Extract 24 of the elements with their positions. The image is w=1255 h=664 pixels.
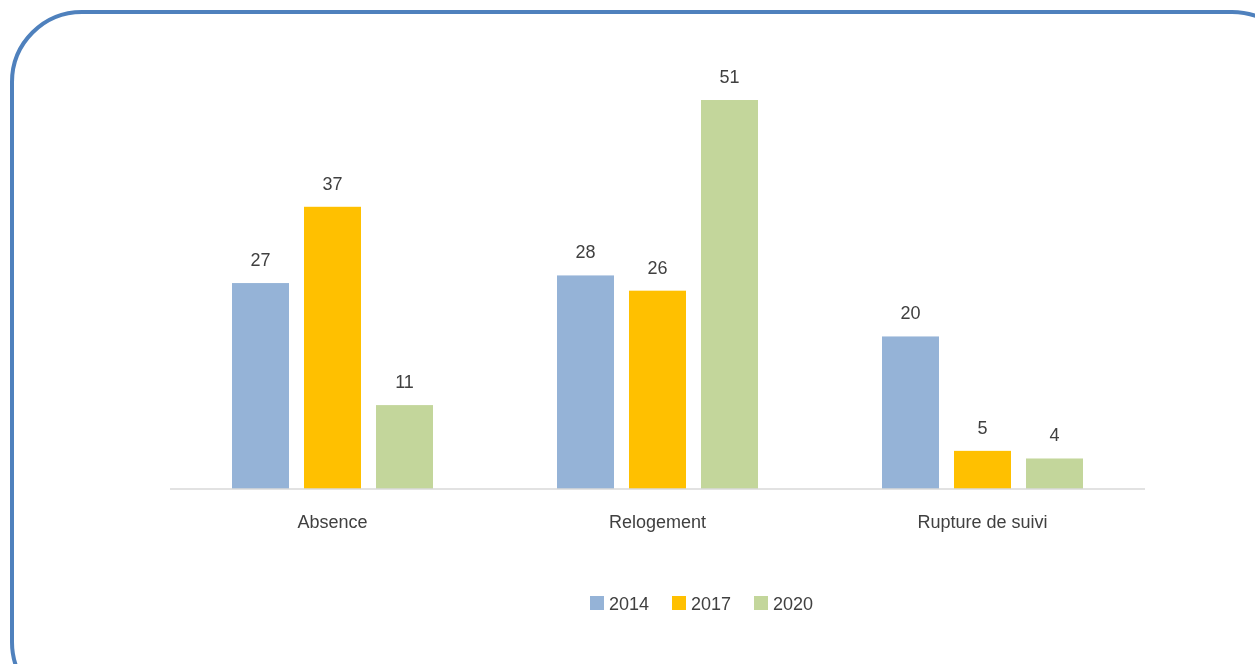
data-label: 51 <box>719 67 740 87</box>
data-label: 5 <box>977 417 988 438</box>
bar <box>557 275 614 489</box>
data-label: 11 <box>395 372 414 393</box>
data-label: 26 <box>647 257 668 278</box>
bar <box>701 100 758 489</box>
x-tick-label: Rupture de suivi <box>917 512 1048 532</box>
data-label: 4 <box>1049 425 1060 446</box>
x-tick-label: Relogement <box>608 512 707 532</box>
bar <box>954 450 1011 489</box>
legend-label: 2014 <box>609 594 650 614</box>
x-tick-label: Absence <box>297 512 368 532</box>
bar <box>376 405 433 489</box>
data-label: 28 <box>575 242 596 263</box>
bar <box>1026 458 1083 489</box>
bar <box>882 336 939 489</box>
bar <box>629 290 686 489</box>
data-label: 37 <box>322 173 343 194</box>
legend-label: 2017 <box>691 594 732 614</box>
bar <box>304 206 361 489</box>
data-label: 20 <box>900 303 921 324</box>
legend-label: 2020 <box>773 594 814 614</box>
data-label: 27 <box>250 250 271 271</box>
bar <box>232 283 289 489</box>
